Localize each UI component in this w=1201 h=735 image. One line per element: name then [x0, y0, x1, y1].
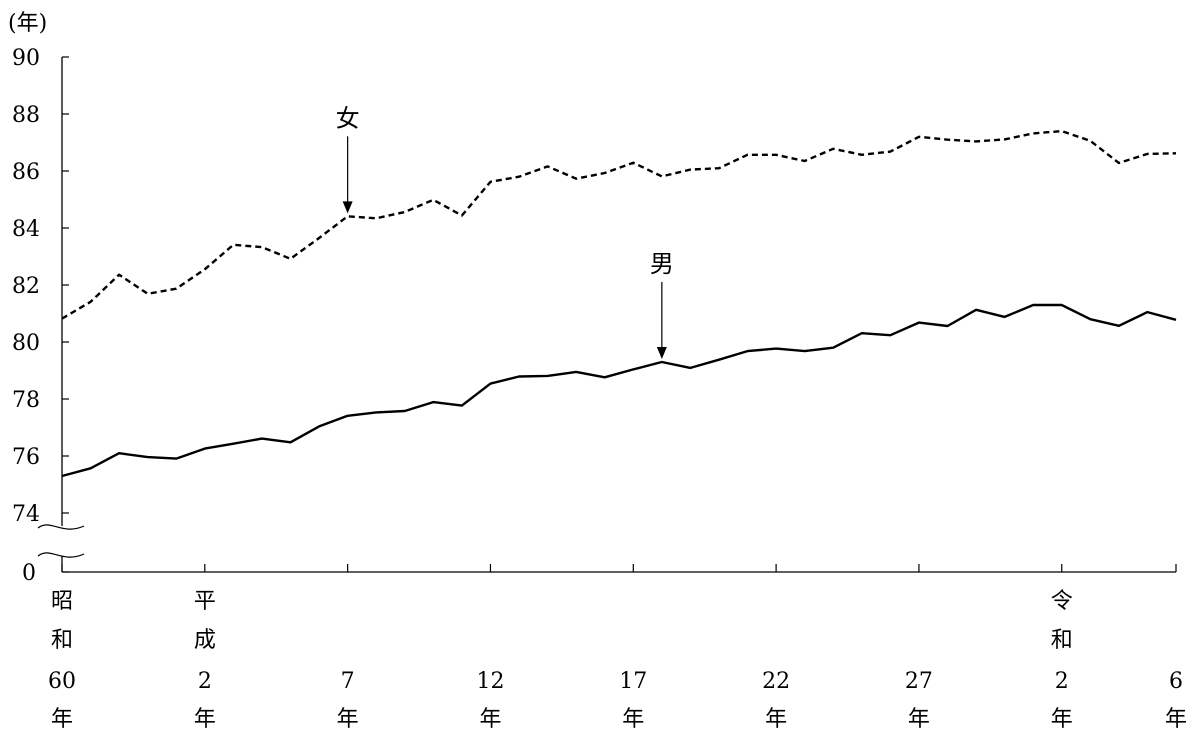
- series-line-female: [61, 129, 1177, 320]
- y-tick-label: 78: [12, 388, 40, 413]
- x-tick-label: 17: [619, 669, 647, 694]
- x-tick-label: 年: [765, 707, 787, 732]
- y-axis: 90 88 86 84 82 80 78 76 74 0: [12, 46, 85, 586]
- y-unit-label: (年): [8, 11, 47, 36]
- x-tick-label: 年: [1051, 707, 1073, 732]
- x-tick-label: 年: [51, 707, 73, 732]
- y-tick-label: 76: [12, 445, 40, 470]
- x-tick-label: 7: [341, 669, 355, 694]
- y-tick-label: 0: [22, 561, 36, 586]
- x-tick-label: 令: [1051, 589, 1073, 614]
- x-tick-label: 27: [905, 669, 933, 694]
- x-tick-label: 6: [1169, 669, 1183, 694]
- axis-break-mark-lower: [37, 552, 85, 558]
- x-tick-label: 22: [762, 669, 790, 694]
- series-line-male: [61, 303, 1177, 478]
- x-tick-label: 和: [1051, 628, 1073, 653]
- annotation-arrow-head: [342, 201, 353, 214]
- y-tick-label: 74: [12, 502, 40, 527]
- annotations: 女男: [336, 104, 674, 359]
- y-tick-label: 80: [12, 331, 40, 356]
- x-tick-label: 2: [1055, 669, 1069, 694]
- x-tick-label: 年: [908, 707, 930, 732]
- x-tick-label: 2: [198, 669, 212, 694]
- x-tick-label: 年: [479, 707, 501, 732]
- y-tick-label: 90: [12, 46, 40, 71]
- x-tick-label: 12: [476, 669, 504, 694]
- y-tick-label: 84: [12, 217, 40, 242]
- plot-lines: [61, 129, 1177, 478]
- y-tick-label: 82: [12, 274, 40, 299]
- annotation-label: 女: [336, 104, 360, 132]
- x-tick-label: 年: [194, 707, 216, 732]
- annotation-label: 男: [650, 250, 674, 278]
- x-tick-label: 年: [1165, 707, 1187, 732]
- x-tick-label: 年: [337, 707, 359, 732]
- x-tick-label: 年: [622, 707, 644, 732]
- annotation-arrow-head: [656, 346, 667, 359]
- y-tick-label: 88: [12, 103, 40, 128]
- y-tick-label: 86: [12, 160, 40, 185]
- axis-break-mark-upper: [37, 524, 85, 530]
- x-tick-label: 昭: [51, 589, 73, 614]
- x-tick-label: 平: [194, 589, 216, 614]
- x-tick-label: 和: [51, 628, 73, 653]
- x-tick-label: 60: [48, 669, 76, 694]
- x-tick-label: 成: [194, 628, 216, 653]
